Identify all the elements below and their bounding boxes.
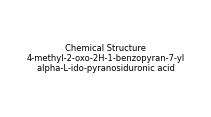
Text: Chemical Structure
4-methyl-2-oxo-2H-1-benzopyran-7-yl alpha-L-ido-pyranosiduron: Chemical Structure 4-methyl-2-oxo-2H-1-b… [26, 44, 185, 73]
